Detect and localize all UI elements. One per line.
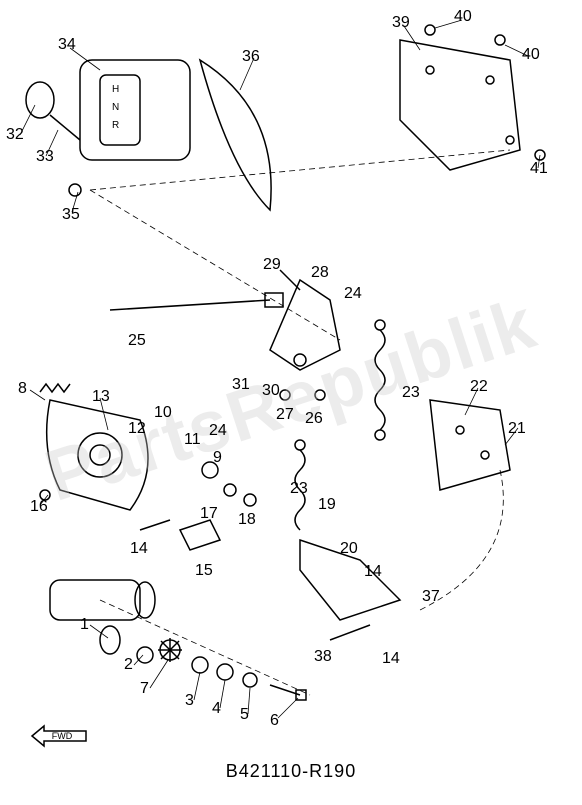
svg-text:R: R [112,120,119,131]
fwd-label: FWD [52,731,73,741]
callout-number: 25 [128,332,146,350]
callout-number: 4 [212,700,221,718]
callout-number: 31 [232,376,250,394]
callout-number: 15 [195,562,213,580]
callout-number: 34 [58,36,76,54]
callout-number: 20 [340,540,358,558]
callout-number: 21 [508,420,526,438]
callout-number: 6 [270,712,279,730]
svg-text:H: H [112,84,119,95]
diagram-svg: H N R [0,0,582,800]
callout-number: 14 [382,650,400,668]
callout-number: 7 [140,680,149,698]
callout-number: 9 [213,449,222,467]
callout-number: 3 [185,692,194,710]
callout-number: 14 [364,563,382,581]
callout-number: 33 [36,148,54,166]
callout-number: 29 [263,256,281,274]
callout-number: 10 [154,404,172,422]
svg-text:N: N [112,102,119,113]
callout-number: 26 [305,410,323,428]
callout-number: 8 [18,380,27,398]
callout-number: 17 [200,505,218,523]
callout-number: 5 [240,706,249,724]
callout-number: 40 [454,8,472,26]
fwd-direction-badge: FWD [30,722,90,750]
callout-number: 24 [344,285,362,303]
callout-number: 41 [530,160,548,178]
callout-number: 11 [184,431,201,449]
callout-number: 18 [238,511,256,529]
callout-number: 1 [80,616,89,634]
callout-number: 28 [311,264,329,282]
callout-number: 19 [318,496,336,514]
callout-number: 22 [470,378,488,396]
callout-number: 13 [92,388,110,406]
callout-number: 36 [242,48,260,66]
callout-number: 12 [128,420,146,438]
callout-number: 40 [522,46,540,64]
callout-number: 37 [422,588,440,606]
callout-number: 24 [209,422,227,440]
callout-number: 32 [6,126,24,144]
callout-number: 38 [314,648,332,666]
callout-number: 35 [62,206,80,224]
callout-number: 14 [130,540,148,558]
callout-number: 39 [392,14,410,32]
callout-number: 30 [262,382,280,400]
callout-number: 16 [30,498,48,516]
part-code-label: B421110-R190 [226,761,356,782]
callout-number: 2 [124,656,133,674]
exploded-diagram: H N R [0,0,582,800]
callout-number: 23 [290,480,308,498]
callout-number: 27 [276,406,294,424]
callout-number: 23 [402,384,420,402]
